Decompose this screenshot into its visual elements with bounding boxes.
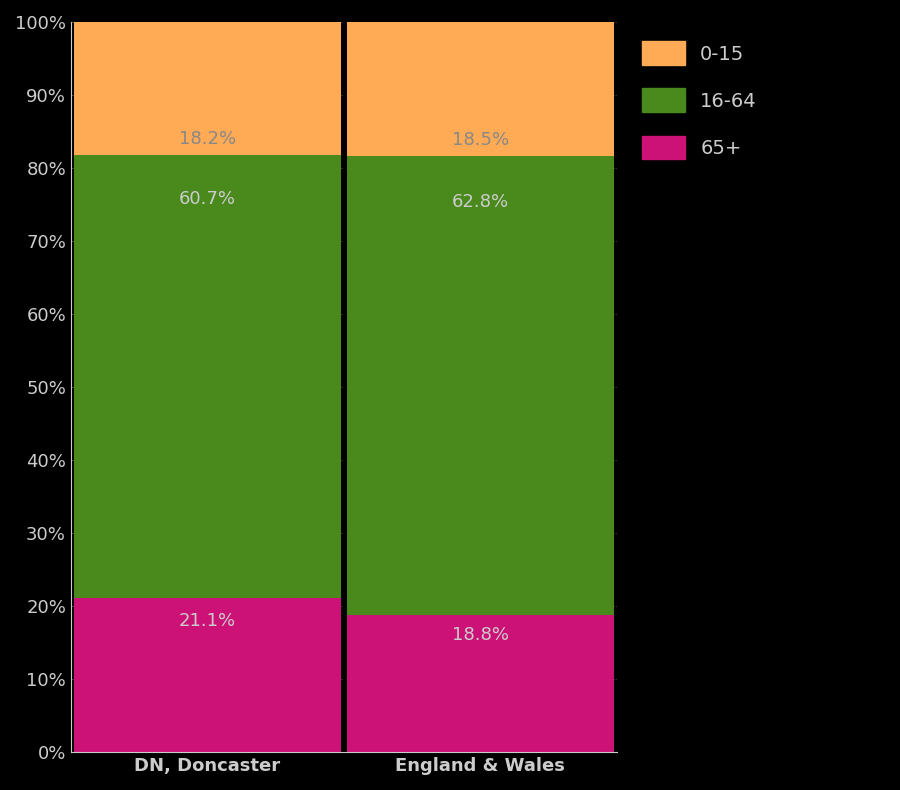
Bar — [346, 21, 614, 156]
Text: 18.2%: 18.2% — [179, 130, 236, 148]
Text: 60.7%: 60.7% — [179, 190, 236, 209]
Bar — [346, 615, 614, 752]
Bar — [74, 598, 341, 752]
Bar — [74, 155, 341, 598]
Bar — [346, 156, 614, 615]
Text: 62.8%: 62.8% — [452, 194, 509, 211]
Text: 18.8%: 18.8% — [452, 626, 508, 645]
Text: 18.5%: 18.5% — [452, 131, 509, 149]
Bar — [74, 22, 341, 155]
Legend: 0-15, 16-64, 65+: 0-15, 16-64, 65+ — [632, 32, 767, 169]
Text: 21.1%: 21.1% — [179, 612, 236, 630]
